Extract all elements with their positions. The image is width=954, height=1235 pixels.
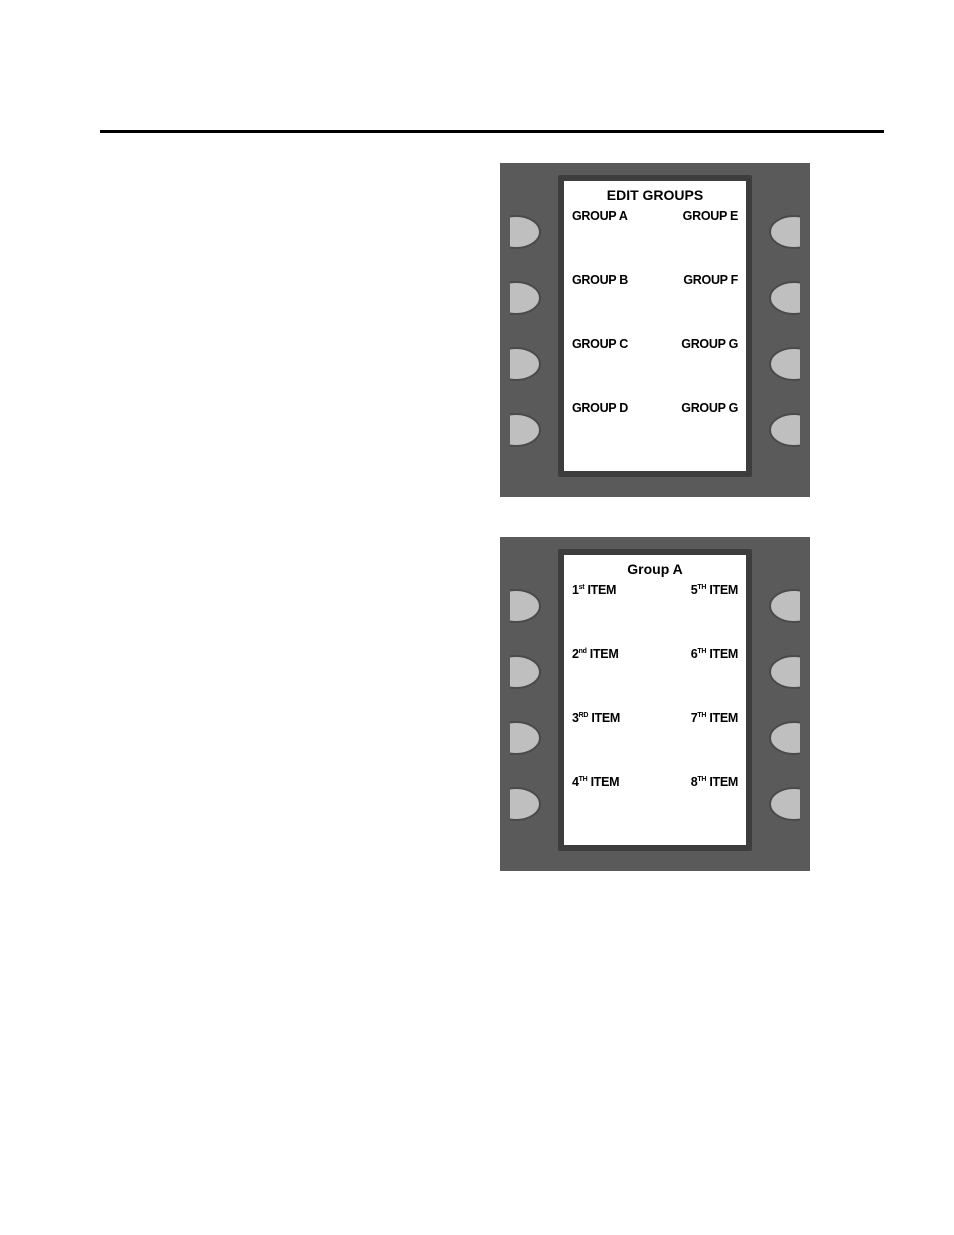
right-button-1[interactable] [758,210,800,252]
cell-left: 1st ITEM [572,583,616,597]
cell-left: 2nd ITEM [572,647,618,661]
row-2: 2nd ITEM 6TH ITEM [572,647,738,707]
right-button-column [758,549,800,851]
cell-right: GROUP F [683,273,738,287]
left-button-column [510,175,552,477]
row-3: GROUP C GROUP G [572,337,738,397]
screen: Group A 1st ITEM 5TH ITEM 2nd ITEM 6TH I… [564,555,746,845]
row-4: GROUP D GROUP G [572,401,738,461]
cell-left: GROUP B [572,273,628,287]
cell-right: GROUP E [683,209,738,223]
left-button-4[interactable] [510,782,552,824]
right-button-4[interactable] [758,782,800,824]
right-button-3[interactable] [758,342,800,384]
panel-edit-groups: EDIT GROUPS GROUP A GROUP E GROUP B GROU… [500,163,810,497]
right-button-2[interactable] [758,276,800,318]
cell-left: 4TH ITEM [572,775,619,789]
screen: EDIT GROUPS GROUP A GROUP E GROUP B GROU… [564,181,746,471]
cell-right: 5TH ITEM [691,583,738,597]
left-button-3[interactable] [510,342,552,384]
screen-title: Group A [572,561,738,577]
right-button-1[interactable] [758,584,800,626]
cell-right: GROUP G [681,337,738,351]
left-button-1[interactable] [510,210,552,252]
screen-title: EDIT GROUPS [572,187,738,203]
cell-left: GROUP D [572,401,628,415]
right-button-column [758,175,800,477]
cell-left: 3RD ITEM [572,711,620,725]
left-button-column [510,549,552,851]
cell-right: GROUP G [681,401,738,415]
row-2: GROUP B GROUP F [572,273,738,333]
row-1: GROUP A GROUP E [572,209,738,269]
cell-right: 8TH ITEM [691,775,738,789]
left-button-1[interactable] [510,584,552,626]
left-button-2[interactable] [510,650,552,692]
cell-right: 6TH ITEM [691,647,738,661]
row-3: 3RD ITEM 7TH ITEM [572,711,738,771]
panel-group-a: Group A 1st ITEM 5TH ITEM 2nd ITEM 6TH I… [500,537,810,871]
figures-column: EDIT GROUPS GROUP A GROUP E GROUP B GROU… [500,163,884,871]
row-4: 4TH ITEM 8TH ITEM [572,775,738,835]
section-divider [100,130,884,133]
left-button-4[interactable] [510,408,552,450]
right-button-3[interactable] [758,716,800,758]
screen-frame: EDIT GROUPS GROUP A GROUP E GROUP B GROU… [558,175,752,477]
left-button-3[interactable] [510,716,552,758]
cell-right: 7TH ITEM [691,711,738,725]
right-button-2[interactable] [758,650,800,692]
right-button-4[interactable] [758,408,800,450]
left-button-2[interactable] [510,276,552,318]
screen-frame: Group A 1st ITEM 5TH ITEM 2nd ITEM 6TH I… [558,549,752,851]
cell-left: GROUP A [572,209,628,223]
row-1: 1st ITEM 5TH ITEM [572,583,738,643]
cell-left: GROUP C [572,337,628,351]
